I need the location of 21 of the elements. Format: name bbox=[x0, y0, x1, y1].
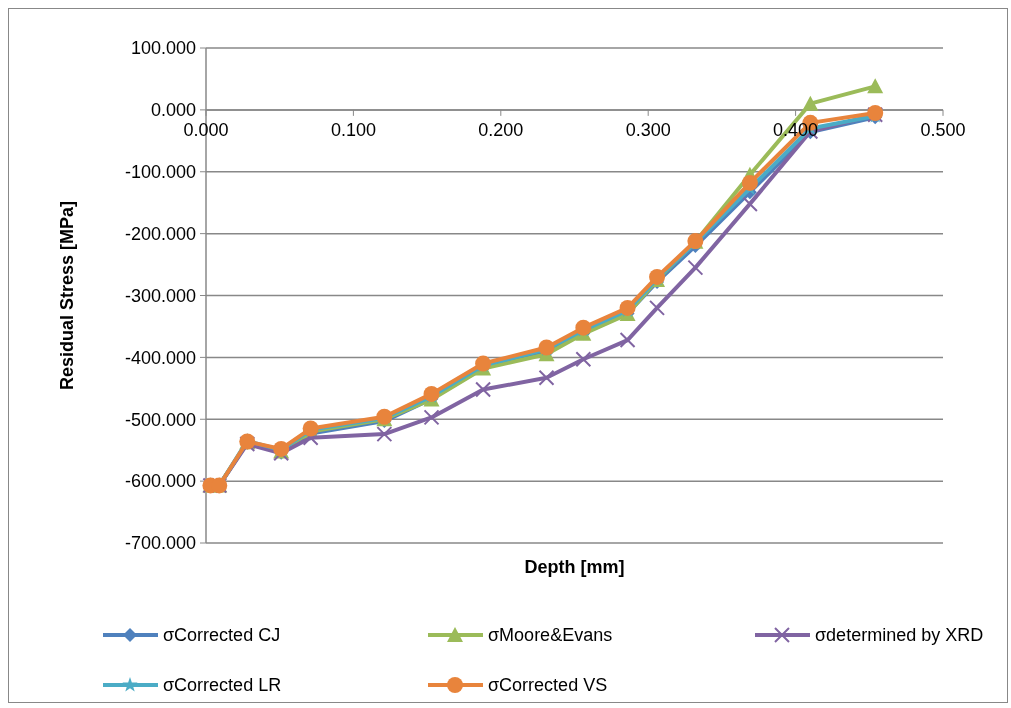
y-tick-label: -600.000 bbox=[124, 471, 196, 492]
y-tick-label: -300.000 bbox=[124, 285, 196, 306]
x-tick-label: 0.100 bbox=[330, 119, 376, 140]
y-tick-label: 100.000 bbox=[130, 38, 196, 59]
x-axis-title: Depth [mm] bbox=[524, 557, 625, 577]
y-tick-label: -400.000 bbox=[124, 347, 196, 368]
y-axis-title: Residual Stress [MPa] bbox=[57, 200, 77, 391]
x-tick-label: 0.300 bbox=[625, 119, 671, 140]
y-tick-label: -100.000 bbox=[124, 162, 196, 183]
y-tick-label: -500.000 bbox=[124, 409, 196, 430]
legend-label: σCorrected VS bbox=[488, 675, 608, 696]
x-tick-label: 0.500 bbox=[920, 119, 966, 140]
legend-label: σCorrected LR bbox=[163, 675, 282, 696]
x-tick-label: 0.000 bbox=[183, 119, 229, 140]
x-tick-label: 0.200 bbox=[478, 119, 524, 140]
legend-label: σMoore&Evans bbox=[488, 625, 613, 646]
legend-label: σCorrected CJ bbox=[163, 625, 281, 646]
y-tick-label: -700.000 bbox=[124, 533, 196, 554]
y-tick-label: -200.000 bbox=[124, 223, 196, 244]
legend-label: σdetermined by XRD bbox=[815, 625, 984, 646]
y-tick-label: 0.000 bbox=[150, 100, 196, 121]
